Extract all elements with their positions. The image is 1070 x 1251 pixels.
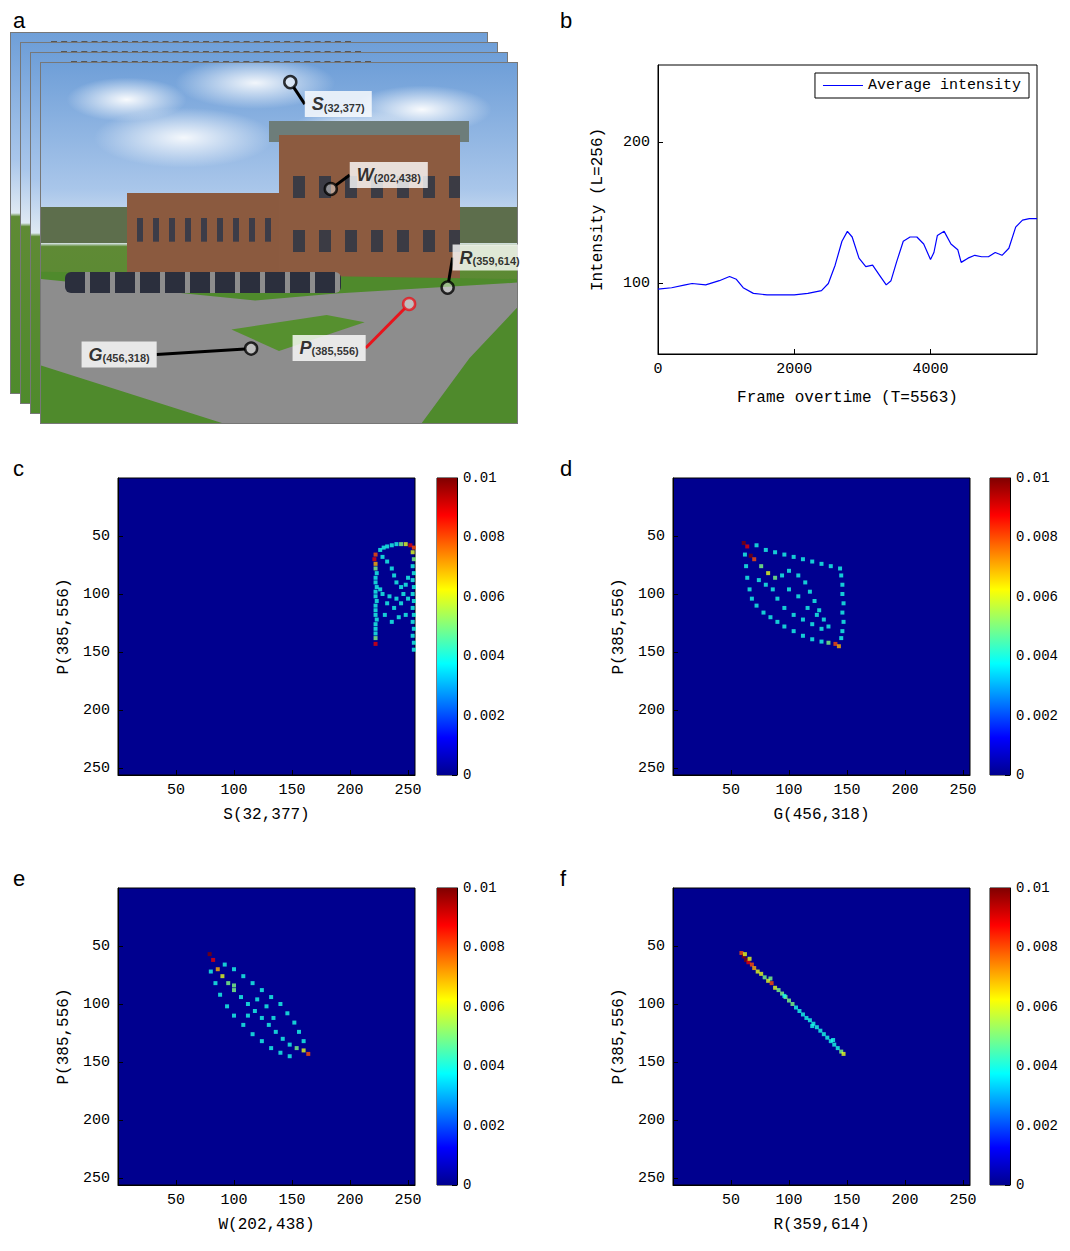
- svg-text:250: 250: [638, 760, 665, 777]
- svg-text:R(359,614): R(359,614): [773, 1216, 869, 1234]
- svg-text:a: a: [13, 8, 26, 33]
- svg-text:0.004: 0.004: [1016, 1058, 1058, 1074]
- svg-text:50: 50: [92, 938, 110, 955]
- svg-text:50: 50: [722, 782, 740, 799]
- svg-text:200: 200: [83, 702, 110, 719]
- svg-text:b: b: [560, 8, 572, 33]
- svg-text:0.006: 0.006: [1016, 999, 1058, 1015]
- svg-text:P(385,556): P(385,556): [610, 988, 628, 1084]
- svg-text:0.004: 0.004: [1016, 648, 1058, 664]
- svg-text:0: 0: [1016, 767, 1024, 783]
- svg-text:100: 100: [623, 275, 650, 292]
- svg-text:0.002: 0.002: [1016, 708, 1058, 724]
- svg-text:0.002: 0.002: [463, 1118, 505, 1134]
- svg-text:0: 0: [1016, 1177, 1024, 1193]
- svg-text:S(32,377): S(32,377): [223, 806, 309, 824]
- svg-text:50: 50: [722, 1192, 740, 1209]
- svg-text:250: 250: [950, 1192, 977, 1209]
- svg-text:100: 100: [221, 1192, 248, 1209]
- svg-text:0.006: 0.006: [463, 589, 505, 605]
- svg-text:150: 150: [834, 782, 861, 799]
- svg-text:100: 100: [638, 996, 665, 1013]
- svg-text:c: c: [13, 456, 24, 481]
- svg-text:Intensity (L=256): Intensity (L=256): [589, 128, 607, 291]
- svg-text:0.01: 0.01: [463, 470, 497, 486]
- svg-text:200: 200: [337, 1192, 364, 1209]
- svg-text:150: 150: [638, 1054, 665, 1071]
- svg-text:P(385,556): P(385,556): [610, 578, 628, 674]
- svg-text:4000: 4000: [913, 361, 949, 378]
- svg-text:200: 200: [638, 702, 665, 719]
- svg-text:(32,377): (32,377): [324, 102, 365, 114]
- svg-text:d: d: [560, 456, 572, 481]
- svg-text:S: S: [312, 94, 324, 114]
- svg-text:150: 150: [638, 644, 665, 661]
- svg-text:(202,438): (202,438): [374, 172, 421, 184]
- svg-text:200: 200: [892, 1192, 919, 1209]
- svg-text:(456,318): (456,318): [103, 352, 150, 364]
- svg-text:e: e: [13, 866, 25, 891]
- svg-text:250: 250: [950, 782, 977, 799]
- svg-text:150: 150: [83, 1054, 110, 1071]
- svg-text:250: 250: [83, 1170, 110, 1187]
- svg-text:200: 200: [83, 1112, 110, 1129]
- svg-text:f: f: [560, 866, 567, 891]
- svg-text:100: 100: [83, 996, 110, 1013]
- svg-text:P(385,556): P(385,556): [55, 988, 73, 1084]
- svg-text:200: 200: [638, 1112, 665, 1129]
- svg-text:50: 50: [647, 528, 665, 545]
- svg-text:0.01: 0.01: [1016, 470, 1050, 486]
- svg-text:0.01: 0.01: [1016, 880, 1050, 896]
- svg-text:(359,614): (359,614): [473, 255, 520, 267]
- svg-text:250: 250: [395, 1192, 422, 1209]
- svg-text:0: 0: [463, 1177, 471, 1193]
- svg-text:50: 50: [647, 938, 665, 955]
- svg-text:100: 100: [776, 782, 803, 799]
- svg-text:0.006: 0.006: [1016, 589, 1058, 605]
- svg-text:150: 150: [834, 1192, 861, 1209]
- svg-text:50: 50: [167, 1192, 185, 1209]
- svg-text:R: R: [460, 248, 473, 268]
- svg-text:0.004: 0.004: [463, 1058, 505, 1074]
- svg-text:250: 250: [638, 1170, 665, 1187]
- svg-text:250: 250: [83, 760, 110, 777]
- svg-text:W(202,438): W(202,438): [218, 1216, 314, 1234]
- svg-text:250: 250: [395, 782, 422, 799]
- svg-text:0.008: 0.008: [463, 939, 505, 955]
- svg-text:0: 0: [463, 767, 471, 783]
- svg-text:0.008: 0.008: [1016, 939, 1058, 955]
- svg-text:G: G: [89, 345, 103, 365]
- svg-text:Average intensity: Average intensity: [868, 77, 1021, 94]
- svg-text:0.01: 0.01: [463, 880, 497, 896]
- svg-text:0.004: 0.004: [463, 648, 505, 664]
- svg-text:150: 150: [279, 782, 306, 799]
- svg-text:(385,556): (385,556): [312, 345, 359, 357]
- svg-text:W: W: [356, 165, 374, 185]
- svg-text:150: 150: [83, 644, 110, 661]
- svg-text:P(385,556): P(385,556): [55, 578, 73, 674]
- svg-text:0: 0: [653, 361, 662, 378]
- svg-text:G(456,318): G(456,318): [773, 806, 869, 824]
- svg-text:150: 150: [279, 1192, 306, 1209]
- svg-text:100: 100: [221, 782, 248, 799]
- svg-text:0.006: 0.006: [463, 999, 505, 1015]
- svg-text:200: 200: [337, 782, 364, 799]
- svg-text:200: 200: [623, 134, 650, 151]
- svg-text:Frame overtime (T=5563): Frame overtime (T=5563): [737, 389, 958, 407]
- svg-text:50: 50: [167, 782, 185, 799]
- svg-text:2000: 2000: [776, 361, 812, 378]
- svg-text:0.002: 0.002: [1016, 1118, 1058, 1134]
- svg-text:0.008: 0.008: [463, 529, 505, 545]
- svg-text:50: 50: [92, 528, 110, 545]
- svg-text:0.002: 0.002: [463, 708, 505, 724]
- svg-text:100: 100: [83, 586, 110, 603]
- svg-text:P: P: [299, 338, 312, 358]
- svg-text:100: 100: [776, 1192, 803, 1209]
- svg-text:0.008: 0.008: [1016, 529, 1058, 545]
- svg-text:100: 100: [638, 586, 665, 603]
- svg-text:200: 200: [892, 782, 919, 799]
